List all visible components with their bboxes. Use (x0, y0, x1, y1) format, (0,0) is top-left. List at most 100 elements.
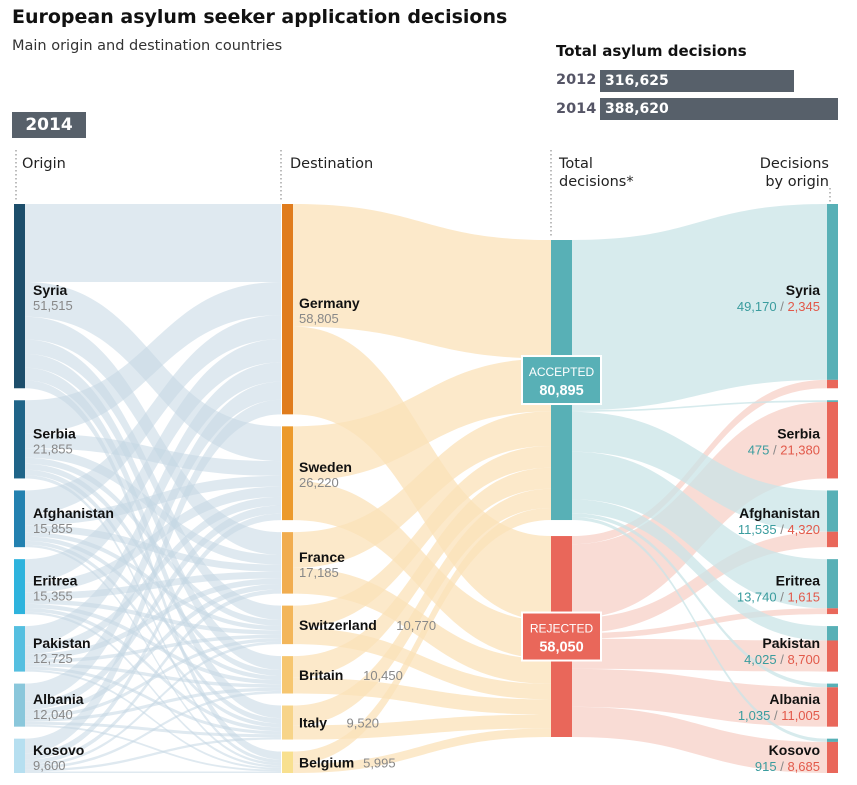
flow-rejected-to-kosovo (572, 706, 827, 773)
origin-value-albania: 12,040 (33, 707, 73, 722)
result-label-eritrea: Eritrea (776, 573, 821, 589)
totals-bar-2012: 316,625 (600, 70, 794, 92)
result-rejected-pakistan: 8,700 (787, 652, 820, 667)
origin-bar-afghanistan (14, 490, 25, 548)
result-bar-accepted-afghanistan (827, 490, 838, 532)
origin-value-eritrea: 15,355 (33, 589, 73, 604)
origin-label-afghanistan: Afghanistan (33, 505, 114, 521)
flow-kosovo-to-britain (25, 690, 281, 770)
result-value-kosovo: 915 / 8,685 (755, 759, 820, 774)
destination-label-britain: Britain (299, 667, 343, 683)
totals-year-2012: 2012 (556, 72, 597, 88)
flow-pakistan-to-germany (25, 362, 281, 646)
flow-accepted-to-kosovo (572, 516, 827, 742)
destination-bar-france (282, 532, 293, 594)
destination-label-italy: Italy (299, 715, 327, 731)
flow-syria-to-switzerland (25, 339, 281, 620)
label-layer: Syria51,515Serbia21,855Afghanistan15,855… (33, 282, 820, 774)
destination-value-belgium: 5,995 (363, 755, 396, 770)
flow-pakistan-to-france (25, 578, 281, 660)
result-value-pakistan: 4,025 / 8,700 (744, 652, 820, 667)
destination-bar-italy (282, 705, 293, 740)
flow-kosovo-to-italy (25, 737, 281, 772)
result-label-kosovo: Kosovo (769, 742, 820, 758)
column-header-by-origin-line2: by origin (765, 174, 829, 190)
totals-heading: Total asylum decisions (556, 42, 747, 60)
result-label-pakistan: Pakistan (762, 635, 820, 651)
result-rejected-serbia: 21,380 (780, 442, 820, 457)
flow-belgium-to-rejected (293, 728, 551, 773)
destination-value-britain: 10,450 (363, 668, 403, 683)
destination-label-sweden: Sweden (299, 459, 352, 475)
result-bar-accepted-eritrea (827, 559, 838, 609)
result-rejected-kosovo: 8,685 (787, 759, 820, 774)
result-bar-accepted-kosovo (827, 738, 838, 742)
origin-bar-eritrea (14, 559, 25, 615)
destination-label-france: France (299, 549, 345, 565)
flow-rejected-to-pakistan (572, 638, 827, 672)
flow-accepted-to-syria (572, 204, 827, 411)
flow-accepted-to-pakistan (572, 499, 827, 641)
flow-kosovo-to-france (25, 589, 281, 764)
result-value-albania: 1,035 / 11,005 (738, 708, 820, 723)
column-header-total: Total decisions* (559, 155, 634, 191)
total-label-rejected: REJECTED (530, 622, 594, 636)
origin-label-kosovo: Kosovo (33, 742, 84, 758)
origin-value-kosovo: 9,600 (33, 758, 66, 773)
flow-rejected-to-albania (572, 668, 827, 727)
flow-belgium-to-accepted (293, 507, 551, 765)
year-badge: 2014 (12, 112, 86, 138)
column-header-origin: Origin (22, 156, 66, 172)
flow-kosovo-to-sweden (25, 513, 281, 760)
result-bar-rejected-afghanistan (827, 531, 838, 548)
result-value-afghanistan: 11,535 / 4,320 (738, 522, 820, 537)
chart-subtitle: Main origin and destination countries (12, 38, 283, 54)
flow-afghanistan-to-germany (25, 315, 281, 515)
total-badge-rejected (521, 611, 602, 662)
origin-bar-kosovo (14, 738, 25, 773)
result-separator: / (777, 759, 788, 774)
origin-value-afghanistan: 15,855 (33, 521, 73, 536)
flow-eritrea-to-germany (25, 339, 281, 583)
result-accepted-syria: 49,170 (737, 299, 777, 314)
column-header-total-line1: Total (559, 156, 593, 172)
result-bar-rejected-albania (827, 687, 838, 727)
totals-year-2014: 2014 (556, 101, 597, 117)
origin-bar-pakistan (14, 626, 25, 672)
destination-bar-belgium (282, 751, 293, 773)
result-label-serbia: Serbia (777, 425, 820, 441)
result-label-syria: Syria (786, 282, 820, 298)
bar-layer (14, 204, 838, 773)
result-bar-rejected-pakistan (827, 640, 838, 672)
result-label-afghanistan: Afghanistan (739, 505, 820, 521)
result-rejected-syria: 2,345 (787, 299, 820, 314)
flow-pakistan-to-italy (25, 666, 281, 735)
flow-accepted-to-afghanistan (572, 411, 827, 532)
destination-label-belgium: Belgium (299, 754, 354, 770)
result-bar-rejected-eritrea (827, 608, 838, 615)
result-separator: / (777, 652, 788, 667)
result-accepted-serbia: 475 (748, 442, 770, 457)
result-separator: / (770, 708, 781, 723)
result-separator: / (777, 590, 788, 605)
flow-albania-to-sweden (25, 505, 281, 710)
result-separator: / (769, 442, 780, 457)
flow-serbia-to-germany (25, 281, 281, 434)
result-bar-accepted-pakistan (827, 626, 838, 641)
flow-syria-to-france (25, 316, 281, 555)
destination-value-italy: 9,520 (347, 716, 380, 731)
flow-kosovo-to-germany (25, 399, 281, 754)
result-rejected-albania: 11,005 (781, 708, 820, 723)
result-accepted-pakistan: 4,025 (744, 652, 777, 667)
total-badge-accepted (521, 355, 602, 406)
origin-bar-serbia (14, 400, 25, 479)
result-bar-accepted-albania (827, 683, 838, 688)
flow-italy-to-accepted (293, 488, 551, 726)
result-accepted-afghanistan: 11,535 (738, 522, 777, 537)
result-accepted-albania: 1,035 (738, 708, 771, 723)
flow-serbia-to-italy (25, 469, 281, 724)
flow-sweden-to-accepted (293, 358, 551, 481)
column-header-by-origin: Decisions by origin (760, 155, 829, 191)
origin-label-serbia: Serbia (33, 425, 76, 441)
